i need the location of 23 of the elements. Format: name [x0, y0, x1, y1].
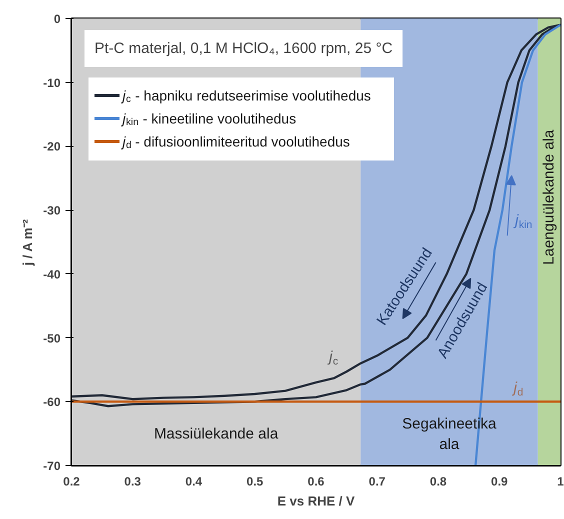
y-tick-label: -50 [43, 331, 61, 346]
x-tick-label: 0.7 [368, 474, 386, 488]
text: Pt-C materjal, 0,1 M HClO₄, 1600 rpm, 25 °C [94, 40, 393, 57]
y-tick-label: -10 [43, 76, 61, 90]
y-tick-label: -20 [43, 140, 61, 154]
x-tick-label: 0.4 [185, 474, 202, 488]
x-tick-label: 0.5 [246, 474, 264, 488]
x-tick-label: 0.3 [124, 474, 142, 488]
y-tick-label: -30 [43, 204, 61, 218]
y-axis-title: j / A m⁻² [20, 218, 36, 267]
x-tick-label: 0.9 [491, 474, 508, 488]
band-label: Massiülekande ala [154, 426, 279, 443]
y-tick-label: -70 [43, 459, 61, 473]
y-tick-label: 0 [54, 12, 61, 26]
band-label: Segakineetika ala [402, 416, 498, 453]
x-tick-label: 0.6 [308, 474, 325, 488]
x-tick-label: 0.2 [63, 474, 80, 488]
y-tick-label: -60 [43, 395, 61, 410]
band-label: Laenguülekande ala [540, 129, 558, 265]
x-axis-title: E vs RHE / V [277, 494, 355, 508]
x-tick-label: 0.8 [430, 474, 447, 488]
y-tick-label: -40 [43, 267, 61, 282]
x-tick-label: 1 [557, 474, 564, 488]
